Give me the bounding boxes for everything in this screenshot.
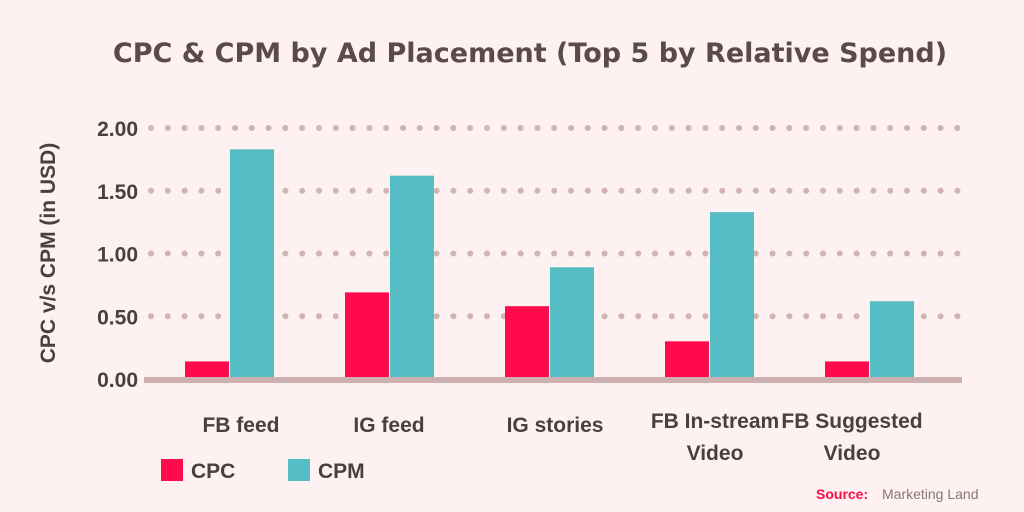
x-tick-label: IG feed <box>353 414 424 437</box>
legend-swatch-cpc <box>161 459 183 481</box>
y-tick-label: 0.00 <box>97 369 138 392</box>
legend-swatch-cpm <box>288 459 310 481</box>
bar-cpm <box>710 212 754 379</box>
legend-label-cpm: CPM <box>318 460 365 483</box>
bar-cpc <box>185 361 229 379</box>
bar-cpc <box>665 341 709 379</box>
bar-cpm <box>390 175 434 379</box>
x-tick-label: FB In-stream Video <box>651 410 779 465</box>
y-tick-label: 2.00 <box>97 118 138 141</box>
source-value: Marketing Land <box>882 486 979 502</box>
bar-cpm <box>870 301 914 379</box>
y-tick-label: 1.00 <box>97 244 138 267</box>
y-tick-label: 1.50 <box>97 181 138 204</box>
y-tick-label: 0.50 <box>97 306 138 329</box>
legend-label-cpc: CPC <box>191 460 235 483</box>
bar-cpm <box>230 149 274 379</box>
bar-cpc <box>825 361 869 379</box>
bar-cpm <box>550 267 594 379</box>
x-tick-label: IG stories <box>507 414 604 437</box>
x-tick-label: FB Suggested Video <box>781 410 922 465</box>
source-label: Source: <box>816 486 868 502</box>
chart-title: CPC & CPM by Ad Placement (Top 5 by Rela… <box>113 38 947 69</box>
bar-cpc <box>505 306 549 379</box>
bar-cpc <box>345 292 389 379</box>
x-tick-label: FB feed <box>202 414 279 437</box>
y-axis-label: CPC v/s CPM (in USD) <box>37 143 60 364</box>
x-axis-line <box>144 377 962 383</box>
